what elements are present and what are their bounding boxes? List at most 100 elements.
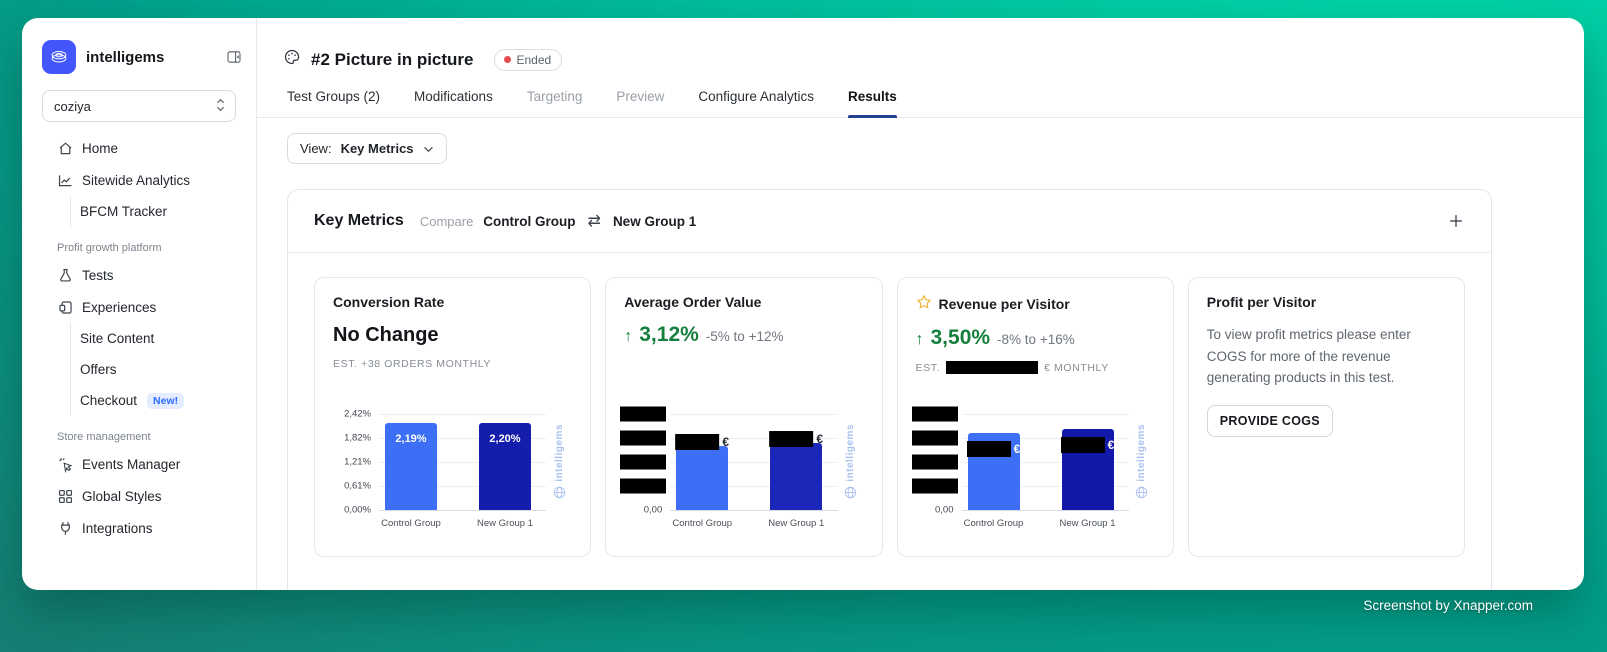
card-title-text: Revenue per Visitor: [938, 295, 1070, 312]
section-label-profit: Profit growth platform: [57, 242, 162, 254]
sidebar-item-site-content[interactable]: Site Content: [71, 323, 244, 354]
card-average-order-value: Average Order Value ↑ 3,12% -5% to +12% …: [605, 277, 883, 557]
conversion-headline: No Change: [333, 324, 439, 346]
status-label: Ended: [516, 52, 552, 67]
add-metric-button[interactable]: [1447, 212, 1465, 230]
bar-value-label: 2,19%: [395, 433, 427, 446]
bar-control-group: 2,19%: [385, 423, 437, 510]
intelligems-watermark: intelligems: [838, 414, 864, 510]
tab-targeting[interactable]: Targeting: [526, 89, 583, 104]
sidebar-item-bfcm-tracker[interactable]: BFCM Tracker: [71, 196, 244, 227]
tab-bar: Test Groups (2) Modifications Targeting …: [257, 89, 1584, 118]
y-axis: 2,42% 1,82% 1,21% 0,61% 0,00%: [344, 408, 371, 516]
x-axis-label: Control Group: [672, 518, 733, 529]
compare-group-a[interactable]: Control Group: [483, 213, 576, 229]
tab-results[interactable]: Results: [847, 89, 897, 118]
sidebar-item-label: Home: [82, 140, 119, 156]
tab-configure-analytics[interactable]: Configure Analytics: [698, 89, 814, 104]
compare-label: Compare: [419, 213, 474, 229]
card-revenue-per-visitor: Revenue per Visitor ↑ 3,50% -8% to +16% …: [896, 277, 1174, 557]
rpv-range: -8% to +16%: [997, 332, 1075, 347]
y-axis: 0,00: [911, 406, 962, 516]
bar-new-group-1: 2,20%: [479, 422, 531, 510]
provide-cogs-button[interactable]: PROVIDE COGS: [1206, 404, 1333, 437]
compare-group-b[interactable]: New Group 1: [612, 213, 697, 229]
sidebar-item-offers[interactable]: Offers: [71, 354, 244, 385]
redacted-tick: [911, 430, 958, 446]
redacted-tick: [620, 430, 667, 446]
store-selector[interactable]: coziya: [42, 90, 236, 122]
plug-icon: [57, 520, 74, 537]
aov-range: -5% to +12%: [705, 329, 784, 344]
sidebar-item-home[interactable]: Home: [42, 132, 244, 164]
redacted-tick: [620, 406, 667, 422]
sidebar-item-label: Sitewide Analytics: [82, 172, 191, 188]
intelligems-watermark: intelligems: [546, 414, 572, 510]
sidebar-item-sitewide-analytics[interactable]: Sitewide Analytics: [42, 164, 244, 196]
bar-control-group: [676, 445, 729, 510]
view-select-button[interactable]: View: Key Metrics: [287, 133, 447, 164]
bar-value-label: 2,20%: [489, 432, 521, 445]
analytics-icon: [57, 172, 74, 189]
sidebar-item-label: Offers: [80, 362, 117, 377]
estimate-suffix: € MONTHLY: [1044, 361, 1109, 374]
store-selector-value: coziya: [54, 98, 91, 114]
sidebar-item-label: Global Styles: [82, 488, 162, 504]
screenshot-credit: Screenshot by Xnapper.com: [1363, 598, 1533, 613]
sidebar-item-integrations[interactable]: Integrations: [42, 512, 244, 544]
sidebar-item-experiences[interactable]: Experiences: [42, 291, 244, 323]
chevron-updown-icon: [215, 97, 226, 116]
star-icon[interactable]: [916, 294, 932, 313]
plot-area: € Control Group € New Group 1: [961, 414, 1129, 529]
x-axis-label: Control Group: [963, 518, 1024, 529]
sidebar-item-label: Experiences: [82, 299, 157, 315]
redacted-tick: [620, 454, 667, 470]
app-window: intelligems coziya H: [22, 18, 1584, 590]
x-axis-label: Control Group: [381, 518, 441, 529]
status-badge: Ended: [493, 48, 563, 71]
card-conversion-rate: Conversion Rate No Change EST. +38 ORDER…: [314, 277, 592, 557]
tab-modifications[interactable]: Modifications: [414, 89, 493, 104]
plot-area: 2,19% Control Group 2,20% New Group 1: [379, 414, 547, 529]
experiences-icon: [57, 299, 74, 316]
sidebar-item-tests[interactable]: Tests: [42, 259, 244, 291]
sidebar-item-checkout[interactable]: Checkout New!: [71, 385, 244, 416]
rpv-estimate: EST. € MONTHLY: [916, 361, 1155, 374]
key-metrics-panel: Key Metrics Compare Control Group ⇄ New …: [287, 189, 1492, 590]
bar-new-group-1: [770, 442, 823, 510]
redacted-bar-label: €: [675, 433, 729, 450]
view-value: Key Metrics: [340, 141, 414, 156]
status-dot: [503, 56, 511, 63]
palette-icon: [283, 48, 301, 71]
section-label-store: Store management: [57, 431, 151, 443]
up-arrow-icon: ↑: [624, 328, 633, 345]
estimate-prefix: EST.: [915, 361, 941, 374]
sidebar-collapse-icon[interactable]: [226, 49, 242, 65]
tab-test-groups[interactable]: Test Groups (2): [287, 89, 381, 104]
sidebar-item-label: Events Manager: [82, 456, 181, 472]
card-title: Revenue per Visitor: [916, 294, 1155, 313]
x-axis-label: New Group 1: [477, 518, 533, 529]
average-order-value-chart: 0,00 € Control Group € New Group 1 intelligem…: [620, 406, 864, 534]
redacted-value: [946, 361, 1039, 374]
sidebar-item-label: Tests: [82, 267, 114, 283]
sidebar-item-events-manager[interactable]: Events Manager: [42, 448, 244, 480]
intelligems-logo-icon: [42, 40, 76, 74]
metric-cards-row: Conversion Rate No Change EST. +38 ORDER…: [288, 253, 1491, 581]
x-axis-label: New Group 1: [1059, 518, 1116, 529]
swap-icon[interactable]: ⇄: [587, 213, 601, 230]
sidebar-item-label: Integrations: [82, 520, 153, 536]
sidebar-item-global-styles[interactable]: Global Styles: [42, 480, 244, 512]
brand-row: intelligems: [42, 40, 256, 74]
rpv-delta-row: ↑ 3,50% -8% to +16%: [916, 326, 1155, 350]
redacted-tick: [911, 406, 958, 422]
conversion-rate-chart: 2,42% 1,82% 1,21% 0,61% 0,00% 2,19% Control Gr…: [333, 408, 572, 534]
panel-title: Key Metrics: [314, 212, 404, 229]
cursor-click-icon: [57, 456, 74, 473]
card-title: Average Order Value: [624, 294, 762, 310]
x-axis-label: New Group 1: [768, 518, 825, 529]
aov-delta-row: ↑ 3,12% -5% to +12%: [624, 323, 863, 347]
tab-preview[interactable]: Preview: [616, 89, 665, 104]
sidebar-item-label: Site Content: [80, 331, 155, 346]
new-badge: New!: [147, 392, 185, 409]
